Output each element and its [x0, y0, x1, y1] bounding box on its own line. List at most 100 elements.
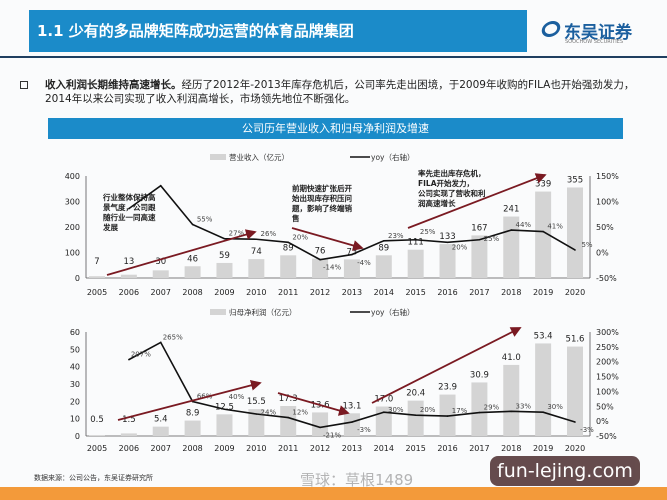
- yoy-label: -14%: [323, 264, 341, 272]
- yoy-point: [223, 408, 226, 411]
- y2-tick-label: 200%: [596, 358, 619, 367]
- x-tick-label: 2014: [374, 288, 394, 297]
- bar-value-label: 133: [439, 232, 455, 242]
- bar-value-label: 15.5: [247, 397, 266, 407]
- trend-arrow: [371, 327, 522, 404]
- bar: [152, 426, 169, 436]
- yoy-point: [414, 414, 417, 417]
- yoy-point: [319, 258, 321, 261]
- y-tick-label: 400: [65, 172, 80, 181]
- y2-tick-label: -50%: [596, 432, 617, 441]
- bar: [343, 259, 360, 278]
- bar: [312, 412, 329, 436]
- y-tick-label: 10: [70, 415, 80, 424]
- x-tick-label: 2010: [246, 444, 266, 453]
- bar-value-label: 74: [251, 247, 262, 257]
- y-tick-label: 300: [65, 198, 80, 207]
- annotation-line: 售: [292, 213, 300, 223]
- y2-tick-label: 150%: [596, 172, 619, 181]
- annotation-line: 发展: [102, 222, 118, 232]
- x-tick-label: 2017: [469, 444, 489, 453]
- x-tick-label: 2020: [565, 444, 585, 453]
- legend-bar-label: 营业收入（亿元）: [229, 152, 289, 162]
- yoy-point: [446, 415, 449, 417]
- y2-tick-label: 250%: [596, 343, 619, 352]
- x-tick-label: 2020: [565, 288, 585, 297]
- yoy-point: [191, 223, 194, 226]
- yoy-point: [351, 253, 353, 256]
- bar-value-label: 41.0: [502, 353, 521, 363]
- x-tick-label: 2012: [310, 288, 330, 297]
- bar-value-label: 241: [503, 205, 519, 215]
- x-tick-label: 2019: [533, 444, 553, 453]
- yoy-label: 20%: [420, 406, 436, 414]
- yoy-label: 20%: [292, 233, 308, 241]
- bar-value-label: 13: [123, 257, 134, 267]
- yoy-point: [383, 411, 385, 414]
- bar-value-label: 89: [283, 243, 294, 253]
- bullet-text: 经历了2012年-2013年库存危机后，公司率先走出困境，于2009年收购的FI…: [45, 79, 635, 105]
- annotation-line: 润高速增长: [418, 198, 456, 208]
- yoy-label: 25%: [420, 228, 436, 236]
- yoy-point: [351, 421, 353, 423]
- divider: [0, 56, 667, 58]
- annotation-line: 始出现库存积压问: [292, 193, 352, 203]
- bar: [216, 414, 233, 436]
- bar: [439, 244, 456, 278]
- bar: [535, 191, 552, 278]
- x-tick-label: 2005: [87, 444, 107, 453]
- y-tick-label: 0: [75, 432, 80, 441]
- bar-value-label: 5.4: [154, 415, 168, 425]
- x-tick-label: 2008: [182, 288, 202, 297]
- y-tick-label: 100: [65, 249, 80, 258]
- logo: 东吴证券 SOOCHOW SECURITIES: [538, 18, 658, 54]
- bar-value-label: 89: [378, 243, 389, 253]
- yoy-point: [223, 237, 226, 240]
- bar-value-label: 76: [315, 247, 326, 257]
- yoy-label: 20%: [452, 244, 468, 252]
- trend-arrow: [117, 380, 262, 421]
- yoy-point: [478, 238, 481, 241]
- bar-value-label: 339: [535, 180, 551, 190]
- bar: [280, 255, 297, 278]
- x-tick-label: 2008: [182, 444, 202, 453]
- y-tick-label: 0: [75, 274, 80, 283]
- bar-value-label: 167: [471, 223, 487, 233]
- yoy-point: [574, 249, 576, 251]
- bar-value-label: 20.4: [406, 389, 425, 399]
- bar: [312, 258, 329, 278]
- yoy-point: [287, 416, 290, 419]
- x-tick-label: 2016: [437, 444, 457, 453]
- bar-value-label: 17.0: [374, 395, 393, 405]
- bar-value-label: 13.1: [342, 401, 361, 411]
- yoy-point: [510, 229, 513, 231]
- yoy-point: [542, 411, 544, 414]
- yoy-point: [478, 411, 481, 414]
- bar-value-label: 23.9: [438, 383, 457, 393]
- x-tick-label: 2014: [374, 444, 394, 453]
- bar-value-label: 53.4: [534, 331, 553, 341]
- x-tick-label: 2007: [151, 288, 171, 297]
- bar: [152, 270, 169, 278]
- x-tick-label: 2018: [501, 288, 521, 297]
- yoy-point: [255, 238, 258, 241]
- source-note: 数据来源：公司公告，东吴证券研究所: [34, 474, 153, 482]
- legend-bar-label: 归母净利润（亿元）: [229, 307, 297, 317]
- logo-en: SOOCHOW SECURITIES: [565, 39, 624, 45]
- y2-tick-label: 50%: [596, 223, 614, 232]
- y-tick-label: 60: [70, 328, 80, 337]
- x-tick-label: 2011: [278, 288, 298, 297]
- annotation-line: 景气度，公司跟: [103, 202, 156, 212]
- bar-value-label: 46: [187, 254, 198, 264]
- x-tick-label: 2013: [342, 288, 362, 297]
- y2-tick-label: 100%: [596, 198, 619, 207]
- yoy-label: 265%: [163, 333, 183, 341]
- bar: [567, 346, 583, 436]
- yoy-label: 30%: [388, 406, 404, 414]
- trend-arrow: [407, 173, 547, 229]
- bar-value-label: 30: [155, 257, 166, 267]
- legend-line-label: yoy（右轴）: [371, 307, 414, 317]
- yoy-point: [542, 230, 544, 233]
- y2-tick-label: -50%: [596, 274, 617, 283]
- bar: [471, 235, 488, 278]
